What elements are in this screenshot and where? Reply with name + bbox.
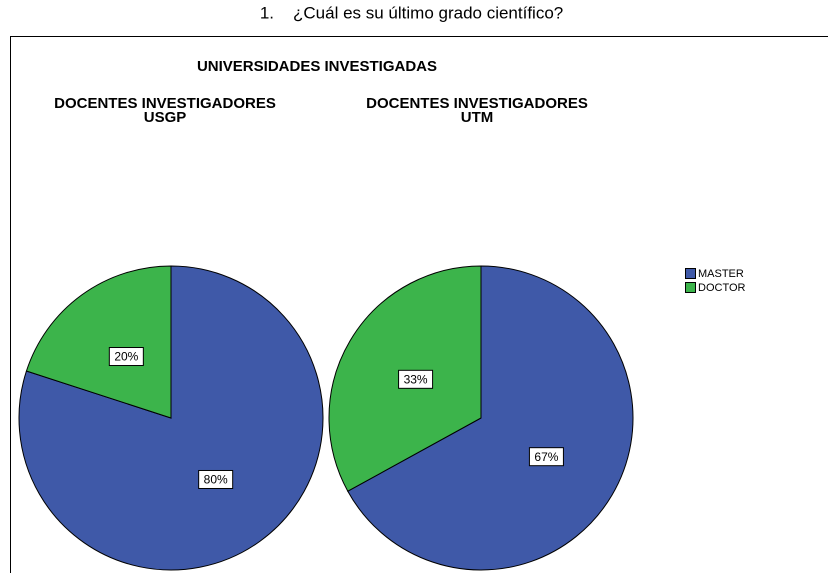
legend-swatch <box>685 268 696 279</box>
pie-title: UTM <box>461 109 494 126</box>
data-label: 80% <box>198 469 234 489</box>
data-label-box <box>108 347 144 367</box>
data-label-text: 67% <box>534 450 558 464</box>
data-label-text: 33% <box>404 372 428 386</box>
pie-title: DOCENTES INVESTIGADORES <box>54 95 276 112</box>
legend-label: DOCTOR <box>698 282 746 294</box>
legend-label: MASTER <box>698 268 744 280</box>
data-label-box <box>398 369 434 389</box>
data-label: 33% <box>398 369 434 389</box>
pie-title: USGP <box>144 109 187 126</box>
data-label: 20% <box>108 347 144 367</box>
pie-slice <box>347 265 634 571</box>
data-label-box <box>198 469 234 489</box>
legend-swatch <box>685 282 696 293</box>
data-label: 67% <box>528 447 564 467</box>
data-label-box <box>528 447 564 467</box>
data-label-text: 80% <box>204 473 228 487</box>
pie-slice <box>25 265 172 419</box>
chart-title: UNIVERSIDADES INVESTIGADAS <box>197 58 437 75</box>
pie-title: DOCENTES INVESTIGADORES <box>366 95 588 112</box>
caption-text: ¿Cuál es su último grado científico? <box>293 3 563 22</box>
data-label-text: 20% <box>114 350 138 364</box>
caption-number: 1. <box>260 3 274 22</box>
